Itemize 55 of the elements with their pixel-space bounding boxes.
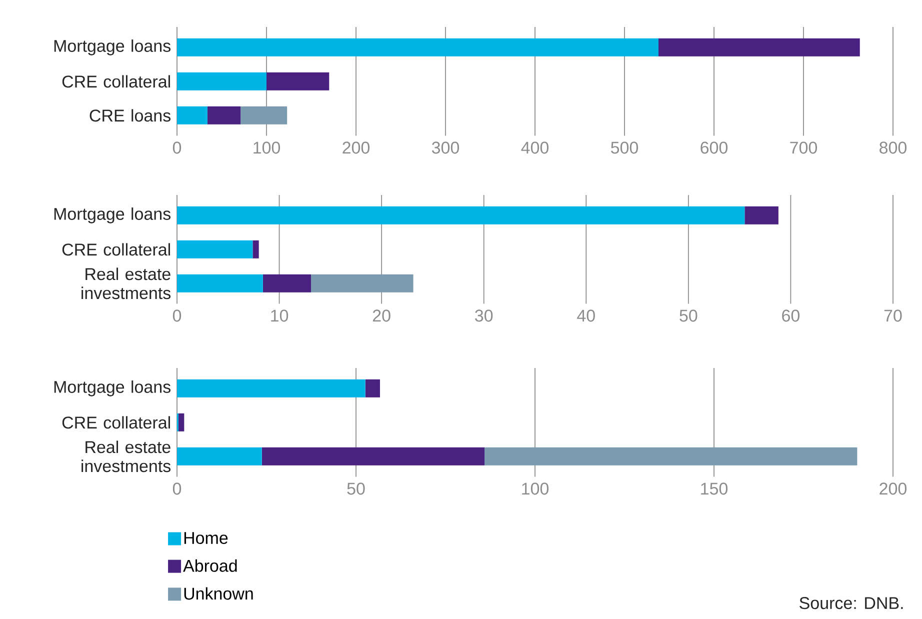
x-tick-label: 800 [880, 142, 907, 154]
legend-label: Abroad [183, 559, 237, 572]
x-tick-label: 0 [172, 482, 182, 495]
bar [177, 447, 262, 466]
x-tick-label: 20 [372, 310, 390, 322]
x-tick-label: 700 [790, 142, 818, 154]
bar [310, 274, 414, 292]
x-tick-label: 600 [700, 142, 728, 154]
x-tick-label: 100 [522, 482, 549, 495]
bar [240, 106, 288, 124]
x-tick-label: 60 [782, 310, 800, 322]
x-tick-label: 30 [475, 310, 493, 322]
bar [177, 274, 263, 292]
bar [252, 240, 259, 258]
bar [177, 38, 659, 56]
y-tick-label: Real estate investments [82, 268, 171, 300]
x-tick-label: 50 [347, 482, 365, 495]
bar [177, 106, 208, 124]
x-tick-label: 200 [342, 142, 370, 154]
x-tick-label: 400 [521, 142, 549, 154]
x-tick-label: 40 [577, 310, 595, 322]
y-tick-label: Real estate investments [82, 440, 171, 472]
y-tick-label: CRE collateral [62, 416, 170, 429]
bar [207, 106, 241, 124]
y-tick-label: Mortgage loans [54, 380, 170, 396]
x-tick-label: 300 [432, 142, 460, 154]
legend-label: Home [184, 532, 228, 544]
x-tick-label: 70 [884, 310, 902, 322]
y-tick-label: Mortgage loans [54, 207, 170, 224]
source-note: Source: DNB. [800, 597, 903, 610]
legend-label: Unknown [184, 587, 253, 600]
y-tick-label: CRE collateral [62, 75, 170, 88]
bar [177, 240, 253, 258]
bar [262, 274, 311, 292]
x-tick-label: 200 [880, 482, 907, 495]
bar [262, 447, 485, 466]
x-tick-label: 10 [271, 310, 288, 322]
y-tick-label: CRE collateral [62, 243, 170, 256]
bar [484, 447, 858, 466]
bar [365, 379, 380, 398]
y-tick-label: CRE loans [90, 109, 171, 122]
y-tick-label: Mortgage loans [54, 39, 170, 56]
bar [658, 38, 860, 56]
bar [744, 206, 778, 224]
bar [177, 379, 366, 398]
x-tick-label: 150 [701, 482, 728, 495]
x-tick-label: 0 [172, 142, 182, 154]
x-tick-label: 500 [610, 142, 638, 154]
bar [178, 413, 184, 432]
x-tick-label: 100 [254, 142, 280, 154]
bar [177, 72, 267, 90]
bar [266, 72, 330, 90]
x-tick-label: 50 [680, 310, 698, 322]
x-tick-label: 0 [172, 310, 182, 322]
bar [177, 206, 745, 224]
